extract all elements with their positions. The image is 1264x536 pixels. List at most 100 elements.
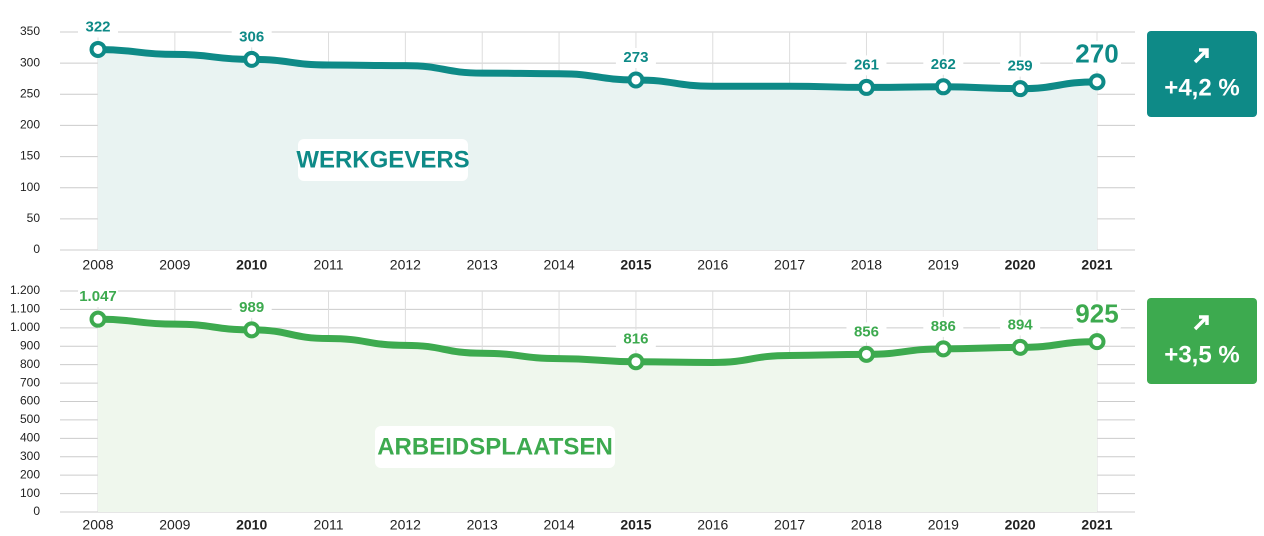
y-tick-label: 100: [20, 180, 40, 194]
x-tick-label: 2011: [313, 257, 343, 273]
x-tick-label: 2015: [620, 257, 651, 273]
x-tick-label: 2011: [313, 517, 343, 533]
point: [934, 340, 952, 358]
y-tick-label: 1.200: [10, 283, 40, 297]
arrow-icon: [1193, 315, 1209, 331]
y-tick-label: 900: [20, 338, 40, 352]
y-tick-label: 400: [20, 431, 40, 445]
value-label-bg: [78, 287, 118, 308]
value-label-group: 259: [1000, 56, 1041, 77]
value-label: 856: [854, 323, 879, 340]
x-tick-label: 2010: [236, 517, 267, 533]
x-tick-label: 2013: [467, 517, 498, 533]
value-label: 262: [931, 56, 956, 73]
arrow-icon: [1193, 48, 1209, 64]
value-label-bg: [615, 329, 656, 350]
value-label-bg: [1073, 300, 1121, 331]
value-label: 989: [239, 299, 264, 316]
value-label-bg: [231, 297, 272, 318]
x-tick-label: 2013: [467, 257, 498, 273]
value-label: 894: [1008, 316, 1034, 333]
x-tick-label: 2009: [159, 257, 190, 273]
value-label-group: 322: [78, 17, 118, 38]
value-label-group: 925: [1073, 299, 1121, 331]
x-tick-label: 2018: [851, 257, 882, 273]
area: [98, 319, 1097, 512]
value-label-bg: [846, 322, 887, 343]
value-label: 925: [1075, 299, 1118, 329]
x-tick-label: 2020: [1005, 257, 1036, 273]
change-badge: [1147, 298, 1257, 384]
value-label-bg: [1073, 40, 1121, 71]
x-tick-label: 2017: [774, 517, 805, 533]
x-tick-label: 2014: [543, 257, 574, 273]
y-tick-label: 200: [20, 118, 40, 132]
x-tick-label: 2021: [1081, 257, 1112, 273]
chart-name-bg: [375, 426, 615, 468]
x-tick-label: 2018: [851, 517, 882, 533]
value-label-bg: [923, 316, 964, 337]
value-label: 322: [85, 18, 110, 35]
value-label: 816: [623, 331, 648, 348]
point: [1088, 73, 1106, 91]
point: [1011, 338, 1029, 356]
point: [934, 78, 952, 96]
x-tick-label: 2009: [159, 517, 190, 533]
value-label-group: 270: [1073, 39, 1121, 71]
value-label: 273: [623, 49, 648, 66]
value-label-group: 894: [1000, 315, 1041, 336]
value-label: 886: [931, 318, 956, 335]
value-label: 261: [854, 56, 879, 73]
value-label-group: 886: [923, 316, 964, 337]
value-label-group: 989: [231, 297, 272, 318]
value-label: 1.047: [79, 288, 117, 305]
chart-name: WERKGEVERS: [296, 146, 469, 173]
value-label-bg: [231, 27, 272, 48]
point: [1011, 80, 1029, 98]
y-tick-label: 200: [20, 467, 40, 481]
x-tick-label: 2008: [82, 257, 113, 273]
x-tick-label: 2019: [928, 257, 959, 273]
change-value: +4,2 %: [1164, 74, 1239, 101]
point: [243, 321, 261, 339]
y-tick-label: 100: [20, 486, 40, 500]
point: [857, 78, 875, 96]
point: [89, 310, 107, 328]
chart-name-bg: [298, 139, 468, 181]
value-label-bg: [78, 17, 118, 38]
point: [243, 50, 261, 68]
y-tick-label: 0: [33, 242, 40, 256]
y-tick-label: 300: [20, 55, 40, 69]
value-label-bg: [846, 55, 887, 76]
value-label-bg: [923, 54, 964, 75]
y-tick-label: 800: [20, 357, 40, 371]
x-tick-label: 2016: [697, 257, 728, 273]
change-value: +3,5 %: [1164, 341, 1239, 368]
value-label-group: 856: [846, 322, 887, 343]
y-tick-label: 0: [33, 504, 40, 518]
y-tick-label: 150: [20, 149, 40, 163]
x-tick-label: 2017: [774, 257, 805, 273]
x-tick-label: 2008: [82, 517, 113, 533]
x-tick-label: 2019: [928, 517, 959, 533]
value-label: 259: [1008, 58, 1033, 75]
value-label-group: 262: [923, 54, 964, 75]
y-tick-label: 50: [27, 211, 41, 225]
change-badge: [1147, 31, 1257, 117]
value-label-bg: [1000, 56, 1041, 77]
x-tick-label: 2010: [236, 257, 267, 273]
y-tick-label: 1.000: [10, 320, 40, 334]
value-label-group: 816: [615, 329, 656, 350]
y-tick-label: 350: [20, 24, 40, 38]
area: [98, 49, 1097, 250]
y-tick-label: 500: [20, 412, 40, 426]
value-label-group: 273: [615, 47, 656, 68]
x-tick-label: 2014: [543, 517, 574, 533]
point: [627, 71, 645, 89]
y-tick-label: 1.100: [10, 302, 40, 316]
x-tick-label: 2015: [620, 517, 651, 533]
x-tick-label: 2012: [390, 517, 421, 533]
y-tick-label: 700: [20, 375, 40, 389]
point: [627, 353, 645, 371]
